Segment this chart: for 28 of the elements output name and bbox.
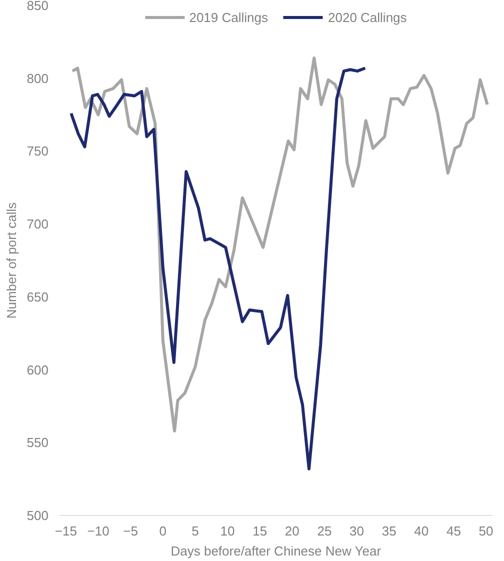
x-tick-label: 20 bbox=[284, 524, 300, 538]
y-axis-title: Number of port calls bbox=[4, 202, 19, 319]
y-tick-label: 700 bbox=[26, 216, 49, 232]
y-tick-label: 650 bbox=[26, 289, 49, 304]
legend-label: 2019 Callings bbox=[189, 10, 268, 24]
x-tick-label: 50 bbox=[478, 524, 494, 538]
y-tick-label: 750 bbox=[26, 144, 49, 159]
legend-label: 2020 Callings bbox=[328, 10, 407, 24]
line-series bbox=[70, 66, 367, 470]
y-tick-label: 850 bbox=[26, 0, 49, 13]
x-tick-label: 40 bbox=[414, 524, 429, 538]
y-tick-label: 600 bbox=[26, 362, 49, 378]
x-axis-title: Days before/after Chinese New Year bbox=[170, 544, 382, 558]
x-tick-label: −15 bbox=[54, 524, 77, 538]
x-tick-label: 25 bbox=[317, 524, 332, 538]
x-tick-label: 35 bbox=[382, 524, 396, 538]
x-tick-label: 30 bbox=[350, 524, 364, 538]
line-series bbox=[70, 56, 489, 432]
x-tick-label: 15 bbox=[252, 524, 268, 538]
x-tick-label: 5 bbox=[192, 524, 199, 538]
y-tick-label: 500 bbox=[26, 508, 49, 523]
x-tick-label: 0 bbox=[159, 524, 167, 538]
y-tick-label: 550 bbox=[26, 435, 49, 450]
x-tick-label: −5 bbox=[123, 524, 138, 538]
y-tick-label: 800 bbox=[26, 70, 49, 86]
x-tick-label: 45 bbox=[446, 524, 461, 538]
x-tick-label: 10 bbox=[220, 524, 235, 538]
x-tick-label: −10 bbox=[87, 524, 110, 538]
